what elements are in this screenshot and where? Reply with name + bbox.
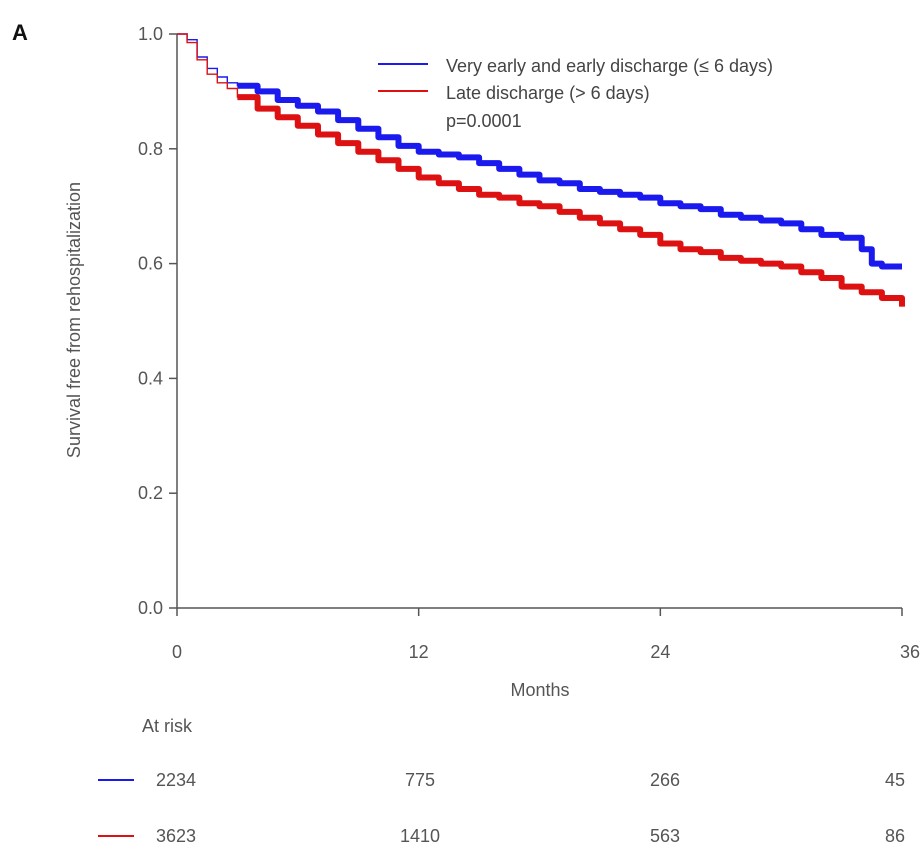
y-axis-label: Survival free from rehospitalization: [64, 182, 84, 458]
at-risk-value: 1410: [400, 826, 440, 846]
x-axis-label: Months: [510, 680, 569, 700]
y-tick-label: 0.4: [138, 368, 163, 388]
legend-label-late: Late discharge (> 6 days): [446, 83, 650, 103]
x-tick-label: 24: [650, 642, 670, 662]
at-risk-label: At risk: [142, 716, 193, 736]
legend: Very early and early discharge (≤ 6 days…: [378, 56, 773, 131]
series-censor-band-late: [237, 94, 905, 307]
at-risk-value: 3623: [156, 826, 196, 846]
at-risk-value: 86: [885, 826, 905, 846]
y-tick-label: 0.8: [138, 139, 163, 159]
plot-area: 0.0 0.2 0.4 0.6 0.8 1.0 0 12 24 36: [138, 24, 920, 662]
at-risk-value: 266: [650, 770, 680, 790]
at-risk-value: 2234: [156, 770, 196, 790]
y-tick-label: 0.0: [138, 598, 163, 618]
legend-label-early: Very early and early discharge (≤ 6 days…: [446, 56, 773, 76]
y-tick-label: 0.2: [138, 483, 163, 503]
x-tick-label: 36: [900, 642, 920, 662]
panel-label: A: [12, 20, 28, 45]
x-tick-label: 12: [409, 642, 429, 662]
at-risk-table: At risk 2234 775 266 45 3623 1410 563 86: [98, 716, 905, 846]
x-tick-label: 0: [172, 642, 182, 662]
series-censor-band-early: [237, 82, 902, 270]
p-value: p=0.0001: [446, 111, 522, 131]
at-risk-value: 563: [650, 826, 680, 846]
at-risk-value: 45: [885, 770, 905, 790]
y-tick-label: 0.6: [138, 254, 163, 274]
at-risk-value: 775: [405, 770, 435, 790]
y-tick-label: 1.0: [138, 24, 163, 44]
